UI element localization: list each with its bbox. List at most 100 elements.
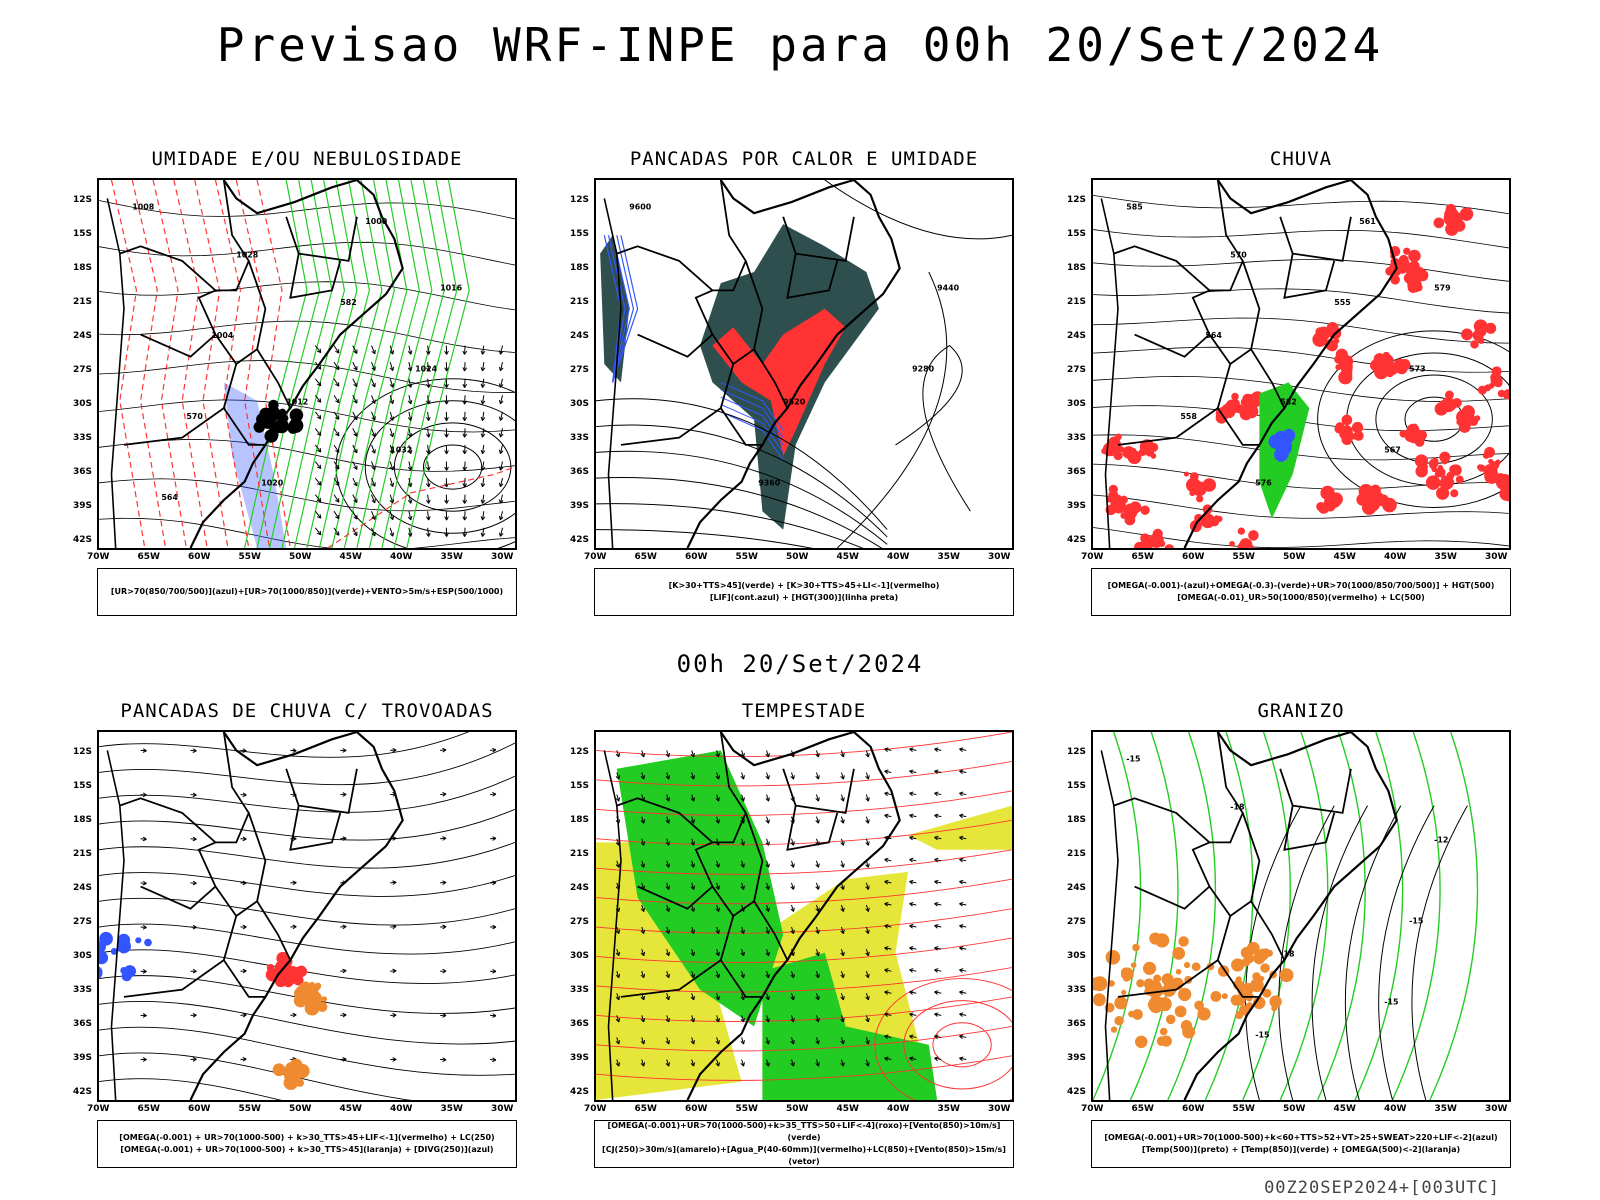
latitude-tick-label: 36S (73, 1019, 93, 1029)
longitude-tick-label: 55W (238, 552, 261, 562)
panel-title: PANCADAS POR CALOR E UMIDADE (629, 148, 979, 170)
political-border (782, 216, 855, 262)
legend-box: [UR>70(850/700/500)](azul)+[UR>70(1000/8… (97, 568, 517, 616)
political-border (140, 885, 217, 910)
legend-box: [OMEGA(-0.001)+UR>70(1000-500)+k<60+TTS>… (1091, 1120, 1511, 1168)
political-border (140, 333, 217, 358)
legend-line: [K>30+TTS>45](verde) + [K>30+TTS>45+LI<-… (668, 581, 940, 590)
latitude-tick-label: 24S (570, 331, 590, 341)
longitude-tick-label: 70W (87, 1104, 110, 1114)
longitude-tick-label: 45W (1333, 1104, 1356, 1114)
coastline (686, 732, 901, 1100)
latitude-tick-label: 21S (1067, 297, 1087, 307)
latitude-tick-label: 42S (1067, 535, 1087, 545)
latitude-tick-label: 36S (73, 467, 93, 477)
longitude-tick-label: 50W (786, 1104, 809, 1114)
longitude-tick-label: 45W (339, 1104, 362, 1114)
latitude-tick-label: 42S (570, 535, 590, 545)
weather-map: 9600 9520 9440 9360 9280 (596, 180, 1012, 548)
latitude-tick-label: 33S (73, 433, 93, 443)
legend-line: [OMEGA(-0.01)_UR>50(1000/850)(vermelho) … (1177, 593, 1425, 602)
longitude-tick-label: 70W (1081, 1104, 1104, 1114)
contour-value-label: 1020 (261, 478, 284, 487)
longitude-tick-label: 65W (1131, 552, 1154, 562)
contour-value-label: -18 (1280, 949, 1295, 958)
legend-line: [OMEGA(-0.001)+UR>70(1000-500)+k>35_TTS>… (607, 1121, 1001, 1142)
political-border (1134, 333, 1211, 358)
latitude-tick-label: 21S (1067, 849, 1087, 859)
political-border (620, 407, 722, 446)
political-border (694, 260, 764, 366)
political-border (637, 333, 714, 358)
contour-value-label: 1008 (132, 202, 155, 211)
latitude-tick-label: 18S (1067, 815, 1087, 825)
latitude-tick-label: 12S (1067, 195, 1087, 205)
latitude-tick-label: 21S (73, 849, 93, 859)
contour-value-label: -15 (1126, 754, 1140, 763)
contour-value-label: 9280 (912, 364, 935, 373)
longitude-tick-label: 45W (1333, 552, 1356, 562)
political-border (616, 732, 747, 844)
political-border (620, 959, 722, 998)
latitude-tick-label: 24S (1067, 883, 1087, 893)
latitude-tick-label: 39S (1067, 501, 1087, 511)
contour-value-label: 9600 (629, 202, 652, 211)
map-plot-area: 9600 9520 9440 9360 9280 (594, 178, 1014, 550)
longitude-tick-label: 30W (491, 1104, 514, 1114)
longitude-tick-label: 35W (1434, 1104, 1457, 1114)
longitude-tick-label: 35W (440, 552, 463, 562)
political-border (222, 915, 266, 998)
latitude-tick-label: 36S (570, 1019, 590, 1029)
political-border (786, 253, 839, 299)
latitude-tick-label: 21S (570, 849, 590, 859)
latitude-tick-label: 18S (1067, 263, 1087, 273)
longitude-tick-label: 70W (1081, 552, 1104, 562)
political-border (1216, 915, 1260, 998)
contour-value-label: 564 (161, 493, 178, 502)
political-border (289, 253, 342, 299)
weather-map: -15 -18 -12 -15 -15 -18 -15 (1093, 732, 1479, 1100)
longitude-tick-label: 60W (1182, 1104, 1205, 1114)
contour-value-label: 1016 (440, 283, 463, 292)
map-panel: UMIDADE E/OU NEBULOSIDADE 1008 1012 1016 102… (37, 148, 527, 628)
contour-value-label: 9520 (783, 397, 806, 406)
contour-value-label: 9440 (937, 283, 960, 292)
panel-title: UMIDADE E/OU NEBULOSIDADE (151, 148, 463, 170)
longitude-tick-label: 60W (188, 1104, 211, 1114)
political-border (1279, 216, 1352, 262)
latitude-tick-label: 30S (73, 951, 93, 961)
legend-box: [OMEGA(-0.001) + UR>70(1000-500) + k>30_… (97, 1120, 517, 1168)
political-border (1134, 885, 1211, 910)
longitude-tick-label: 55W (735, 1104, 758, 1114)
legend-box: [K>30+TTS>45](verde) + [K>30+TTS>45+LI<-… (594, 568, 1014, 616)
contour-value-label: 1000 (365, 217, 388, 226)
map-panel: CHUVA 585 582 579 576 573 570 567 564 561 558 555 12… (1031, 148, 1521, 628)
latitude-tick-label: 33S (570, 433, 590, 443)
longitude-tick-label: 60W (188, 552, 211, 562)
latitude-tick-label: 42S (73, 1087, 93, 1097)
coastline (686, 180, 901, 548)
longitude-tick-label: 65W (137, 552, 160, 562)
longitude-tick-label: 35W (937, 552, 960, 562)
latitude-tick-label: 39S (570, 1053, 590, 1063)
latitude-tick-label: 18S (73, 815, 93, 825)
political-border (285, 216, 358, 262)
contour-value-label: 579 (1434, 283, 1451, 292)
coastline (1183, 732, 1398, 1100)
latitude-tick-label: 21S (73, 297, 93, 307)
political-border (753, 348, 789, 409)
panel-title: TEMPESTADE (741, 700, 867, 722)
map-panel: TEMPESTADE 12S 15S 18S 21S 24S 27S 30S 33S 36S 39S… (534, 700, 1024, 1180)
latitude-tick-label: 12S (73, 747, 93, 757)
longitude-tick-label: 70W (584, 552, 607, 562)
political-border (694, 812, 764, 918)
latitude-tick-label: 27S (1067, 365, 1087, 375)
longitude-tick-label: 40W (390, 552, 413, 562)
weather-map: 1008 1012 1016 1020 1024 1028 1032 1004 1000 570 5… (99, 180, 515, 548)
legend-line: [UR>70(850/700/500)](azul)+[UR>70(1000/8… (110, 587, 504, 596)
weather-map (596, 732, 1012, 1100)
political-border (1283, 253, 1336, 299)
legend-line: [LIF](cont.azul) + [HGT(300)](linha pret… (709, 593, 899, 602)
contour-value-label: 564 (1205, 331, 1222, 340)
contour-value-label: 585 (1126, 202, 1143, 211)
